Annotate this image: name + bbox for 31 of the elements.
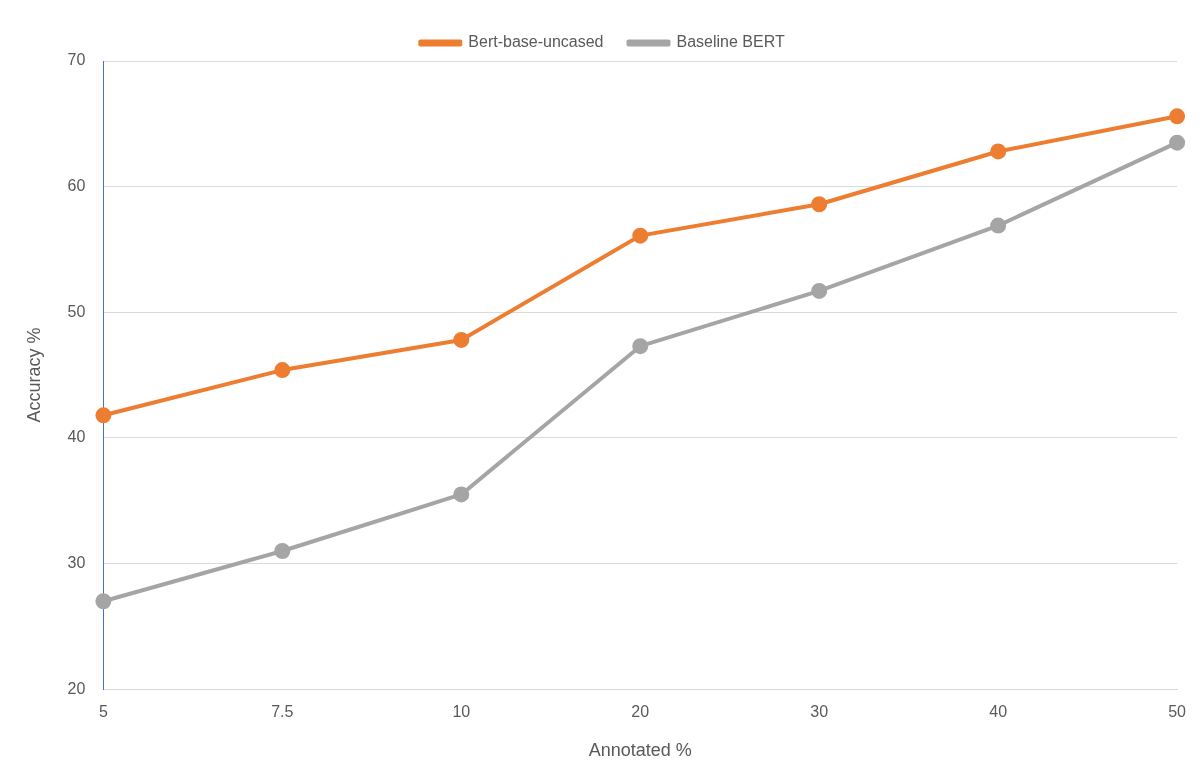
point: [95, 407, 112, 424]
legend-label: Bert-base-uncased: [468, 33, 604, 51]
point: [453, 486, 470, 503]
x-tick-label: 7.5: [271, 703, 294, 721]
x-tick-label: 40: [989, 703, 1008, 721]
y-tick-label: 70: [67, 51, 86, 69]
point: [990, 217, 1007, 234]
point: [990, 143, 1007, 160]
y-tick-label: 60: [67, 177, 86, 195]
x-tick-label: 30: [810, 703, 829, 721]
legend-label: Baseline BERT: [676, 33, 785, 51]
point: [1169, 134, 1186, 151]
x-tick-label: 50: [1168, 703, 1187, 721]
x-tick-label: 20: [631, 703, 650, 721]
point: [632, 227, 649, 244]
point: [811, 196, 828, 213]
y-tick-label: 40: [67, 428, 86, 446]
point: [632, 338, 649, 355]
point: [274, 543, 291, 559]
x-tick-label: 10: [452, 703, 471, 721]
x-axis-title: Annotated %: [588, 740, 692, 761]
point: [453, 331, 470, 348]
point: [95, 593, 112, 610]
point: [274, 362, 291, 379]
y-tick-label: 30: [67, 553, 86, 571]
y-tick-label: 20: [67, 679, 86, 697]
point: [811, 282, 828, 299]
x-tick-label: 5: [98, 703, 108, 721]
y-tick-label: 50: [67, 302, 86, 320]
point: [1169, 108, 1186, 125]
y-axis-title: Accuracy %: [23, 327, 44, 423]
